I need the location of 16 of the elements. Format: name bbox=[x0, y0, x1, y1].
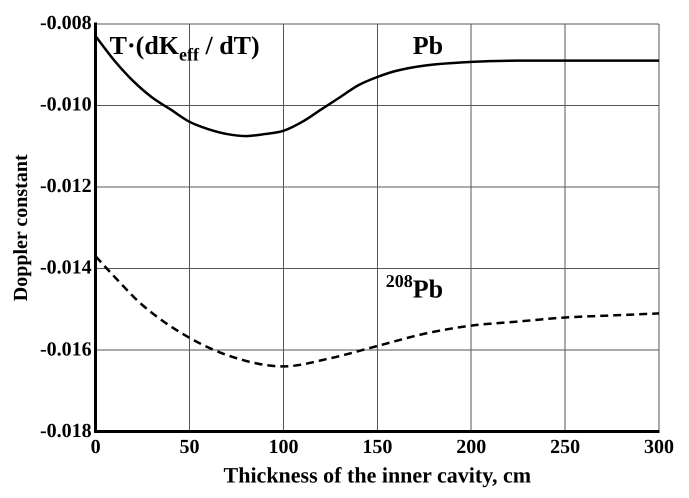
x-tick-label: 300 bbox=[644, 436, 674, 458]
x-tick-label: 250 bbox=[550, 436, 580, 458]
y-tick-label: -0.014 bbox=[40, 256, 92, 279]
series-label: Pb bbox=[412, 31, 444, 60]
x-axis-title: Thickness of the inner cavity, cm bbox=[224, 462, 532, 488]
y-tick-label: -0.012 bbox=[40, 175, 92, 198]
x-tick-label: 50 bbox=[180, 436, 200, 458]
y-tick-label: -0.018 bbox=[40, 420, 92, 442]
x-tick-label: 200 bbox=[456, 436, 486, 458]
x-tick-label: 150 bbox=[362, 436, 392, 458]
y-tick-label: -0.016 bbox=[40, 338, 92, 360]
y-tick-label: -0.008 bbox=[40, 12, 92, 34]
y-tick-label: -0.010 bbox=[40, 94, 92, 116]
y-axis-title: Doppler constant bbox=[10, 154, 32, 302]
x-tick-label: 0 bbox=[90, 436, 101, 458]
x-tick-label: 100 bbox=[268, 436, 298, 458]
